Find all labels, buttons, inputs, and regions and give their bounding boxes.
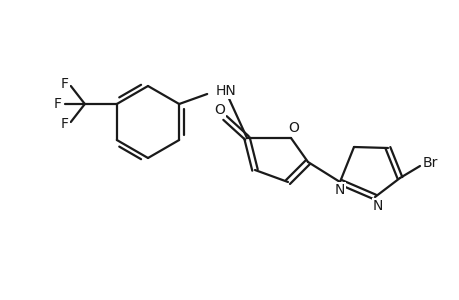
Text: F: F <box>61 77 69 91</box>
Text: O: O <box>214 103 225 117</box>
Text: HN: HN <box>215 84 235 98</box>
Text: F: F <box>61 117 69 131</box>
Text: O: O <box>288 121 299 135</box>
Text: F: F <box>54 97 62 111</box>
Text: N: N <box>372 199 382 213</box>
Text: Br: Br <box>421 156 437 170</box>
Text: N: N <box>334 183 344 197</box>
